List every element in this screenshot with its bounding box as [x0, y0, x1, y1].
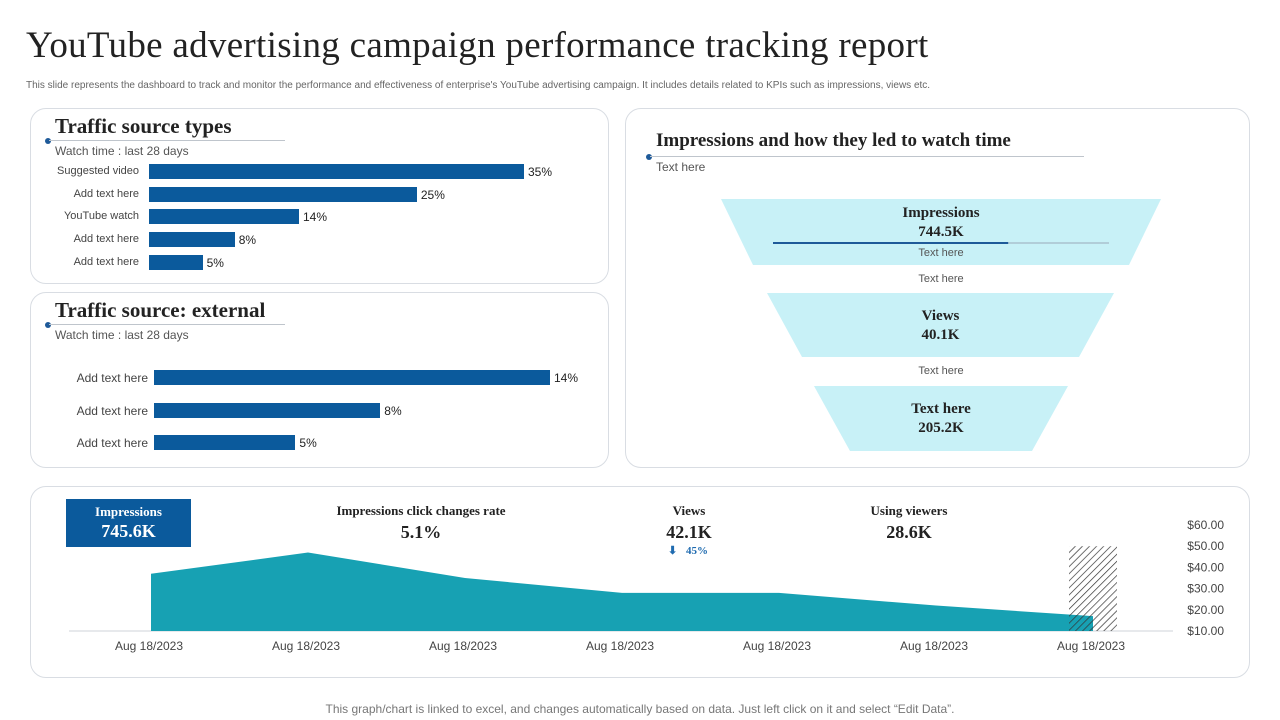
kpi-using-viewers: Using viewers 28.6K [839, 503, 979, 543]
x-tick-label: Aug 18/2023 [743, 639, 811, 653]
funnel-level-impressions: Impressions 744.5K Text here [721, 199, 1161, 265]
traffic-external-subtitle: Watch time : last 28 days [55, 328, 189, 342]
bar-value-label: 25% [420, 187, 445, 202]
kpi-views: Views 42.1K [629, 503, 749, 543]
x-tick-label: Aug 18/2023 [1057, 639, 1125, 653]
bar-value-label: 8% [238, 233, 257, 248]
traffic-external-title: Traffic source: external [55, 298, 266, 322]
funnel-impressions-label: Impressions [902, 205, 980, 221]
bar [149, 186, 417, 202]
impressions-card: Impressions and how they led to watch ti… [625, 108, 1250, 468]
funnel-level-views: Views 40.1K [767, 293, 1114, 357]
page-footer: This graph/chart is linked to excel, and… [325, 702, 955, 716]
x-tick-label: Aug 18/2023 [272, 639, 340, 653]
kpi-click-rate: Impressions click changes rate 5.1% [311, 503, 531, 543]
bar-value-label: 14% [554, 371, 579, 385]
bar [154, 402, 381, 418]
performance-card: Impressions 745.6K Impressions click cha… [30, 486, 1250, 678]
kpi-impressions: Impressions 745.6K [66, 499, 191, 547]
funnel-shape [721, 199, 1161, 265]
title-divider [650, 156, 1084, 157]
title-divider [49, 324, 285, 325]
x-tick-label: Aug 18/2023 [900, 639, 968, 653]
traffic-external-card: Traffic source: external Watch time : la… [30, 292, 609, 468]
down-arrow-icon: ⬇ [668, 545, 678, 557]
traffic-types-subtitle: Watch time : last 28 days [55, 144, 189, 158]
title-dot-icon [45, 322, 51, 328]
bar [154, 435, 296, 450]
funnel-views-label: Views [921, 308, 960, 324]
bar-category-label: Add text here [76, 403, 148, 418]
y-tick-label: $10.00 [1187, 624, 1224, 638]
bar [154, 370, 550, 385]
y-tick-label: $40.00 [1187, 560, 1224, 574]
funnel-impressions-note: Text here [918, 247, 964, 259]
funnel-views-value: 40.1K [921, 327, 960, 343]
x-tick-label: Aug 18/2023 [429, 639, 497, 653]
funnel-other-label: Text here [911, 401, 971, 417]
bar [149, 209, 299, 225]
kpi-views-change: ⬇ 45% [668, 544, 708, 557]
impressions-subtitle: Text here [656, 160, 706, 174]
kpi-views-label: Views [672, 503, 706, 518]
bar-category-label: Add text here [73, 255, 139, 268]
bar-category-label: YouTube watch [63, 210, 139, 223]
traffic-types-title: Traffic source types [55, 114, 232, 138]
bar-value-label: 5% [299, 436, 317, 450]
bar [149, 232, 235, 248]
page-subtitle: This slide represents the dashboard to t… [26, 80, 931, 91]
bar-category-label: Add text here [76, 371, 148, 385]
kpi-views-change-value: 45% [685, 545, 708, 557]
title-divider [49, 140, 285, 141]
funnel-impressions-value: 744.5K [918, 224, 964, 240]
x-tick-label: Aug 18/2023 [115, 639, 183, 653]
bar-value-label: 8% [384, 403, 402, 418]
y-tick-label: $50.00 [1187, 539, 1224, 553]
title-dot-icon [646, 154, 652, 160]
kpi-impressions-value: 745.6K [101, 521, 156, 541]
title-dot-icon [45, 138, 51, 144]
bar-value-label: 5% [206, 255, 224, 270]
bar-category-label: Add text here [73, 187, 139, 200]
hatched-bar [1069, 546, 1117, 631]
performance-area-chart: Aug 18/2023 Aug 18/2023 Aug 18/2023 Aug 18/… [69, 518, 1224, 653]
kpi-using-viewers-label: Using viewers [870, 503, 948, 518]
kpi-click-rate-label: Impressions click changes rate [336, 503, 506, 518]
bar-category-label: Add text here [73, 233, 139, 246]
bar-value-label: 35% [528, 165, 553, 179]
funnel-other-value: 205.2K [918, 420, 964, 436]
area-series [151, 552, 1093, 631]
funnel-between-note: Text here [918, 273, 964, 285]
x-tick-label: Aug 18/2023 [586, 639, 654, 653]
page-title: YouTube advertising campaign performance… [26, 25, 929, 66]
y-tick-label: $30.00 [1187, 582, 1224, 596]
y-tick-label: $60.00 [1187, 518, 1224, 532]
bar [149, 164, 524, 179]
bar-category-label: Add text here [76, 436, 148, 450]
funnel-shape [814, 386, 1068, 451]
kpi-click-rate-value: 5.1% [400, 522, 442, 542]
y-tick-label: $20.00 [1187, 603, 1224, 617]
kpi-impressions-label: Impressions [95, 504, 162, 519]
funnel-level-other: Text here 205.2K [814, 386, 1068, 451]
bar-value-label: 14% [303, 210, 328, 225]
impressions-title: Impressions and how they led to watch ti… [656, 130, 1011, 151]
bar-category-label: Suggested video [57, 165, 139, 177]
traffic-types-card: Traffic source types Watch time : last 2… [30, 108, 609, 284]
funnel-shape [767, 293, 1114, 357]
kpi-using-viewers-value: 28.6K [886, 522, 932, 542]
kpi-views-value: 42.1K [666, 522, 712, 542]
bar [149, 254, 203, 270]
funnel-between-note: Text here [918, 365, 964, 377]
